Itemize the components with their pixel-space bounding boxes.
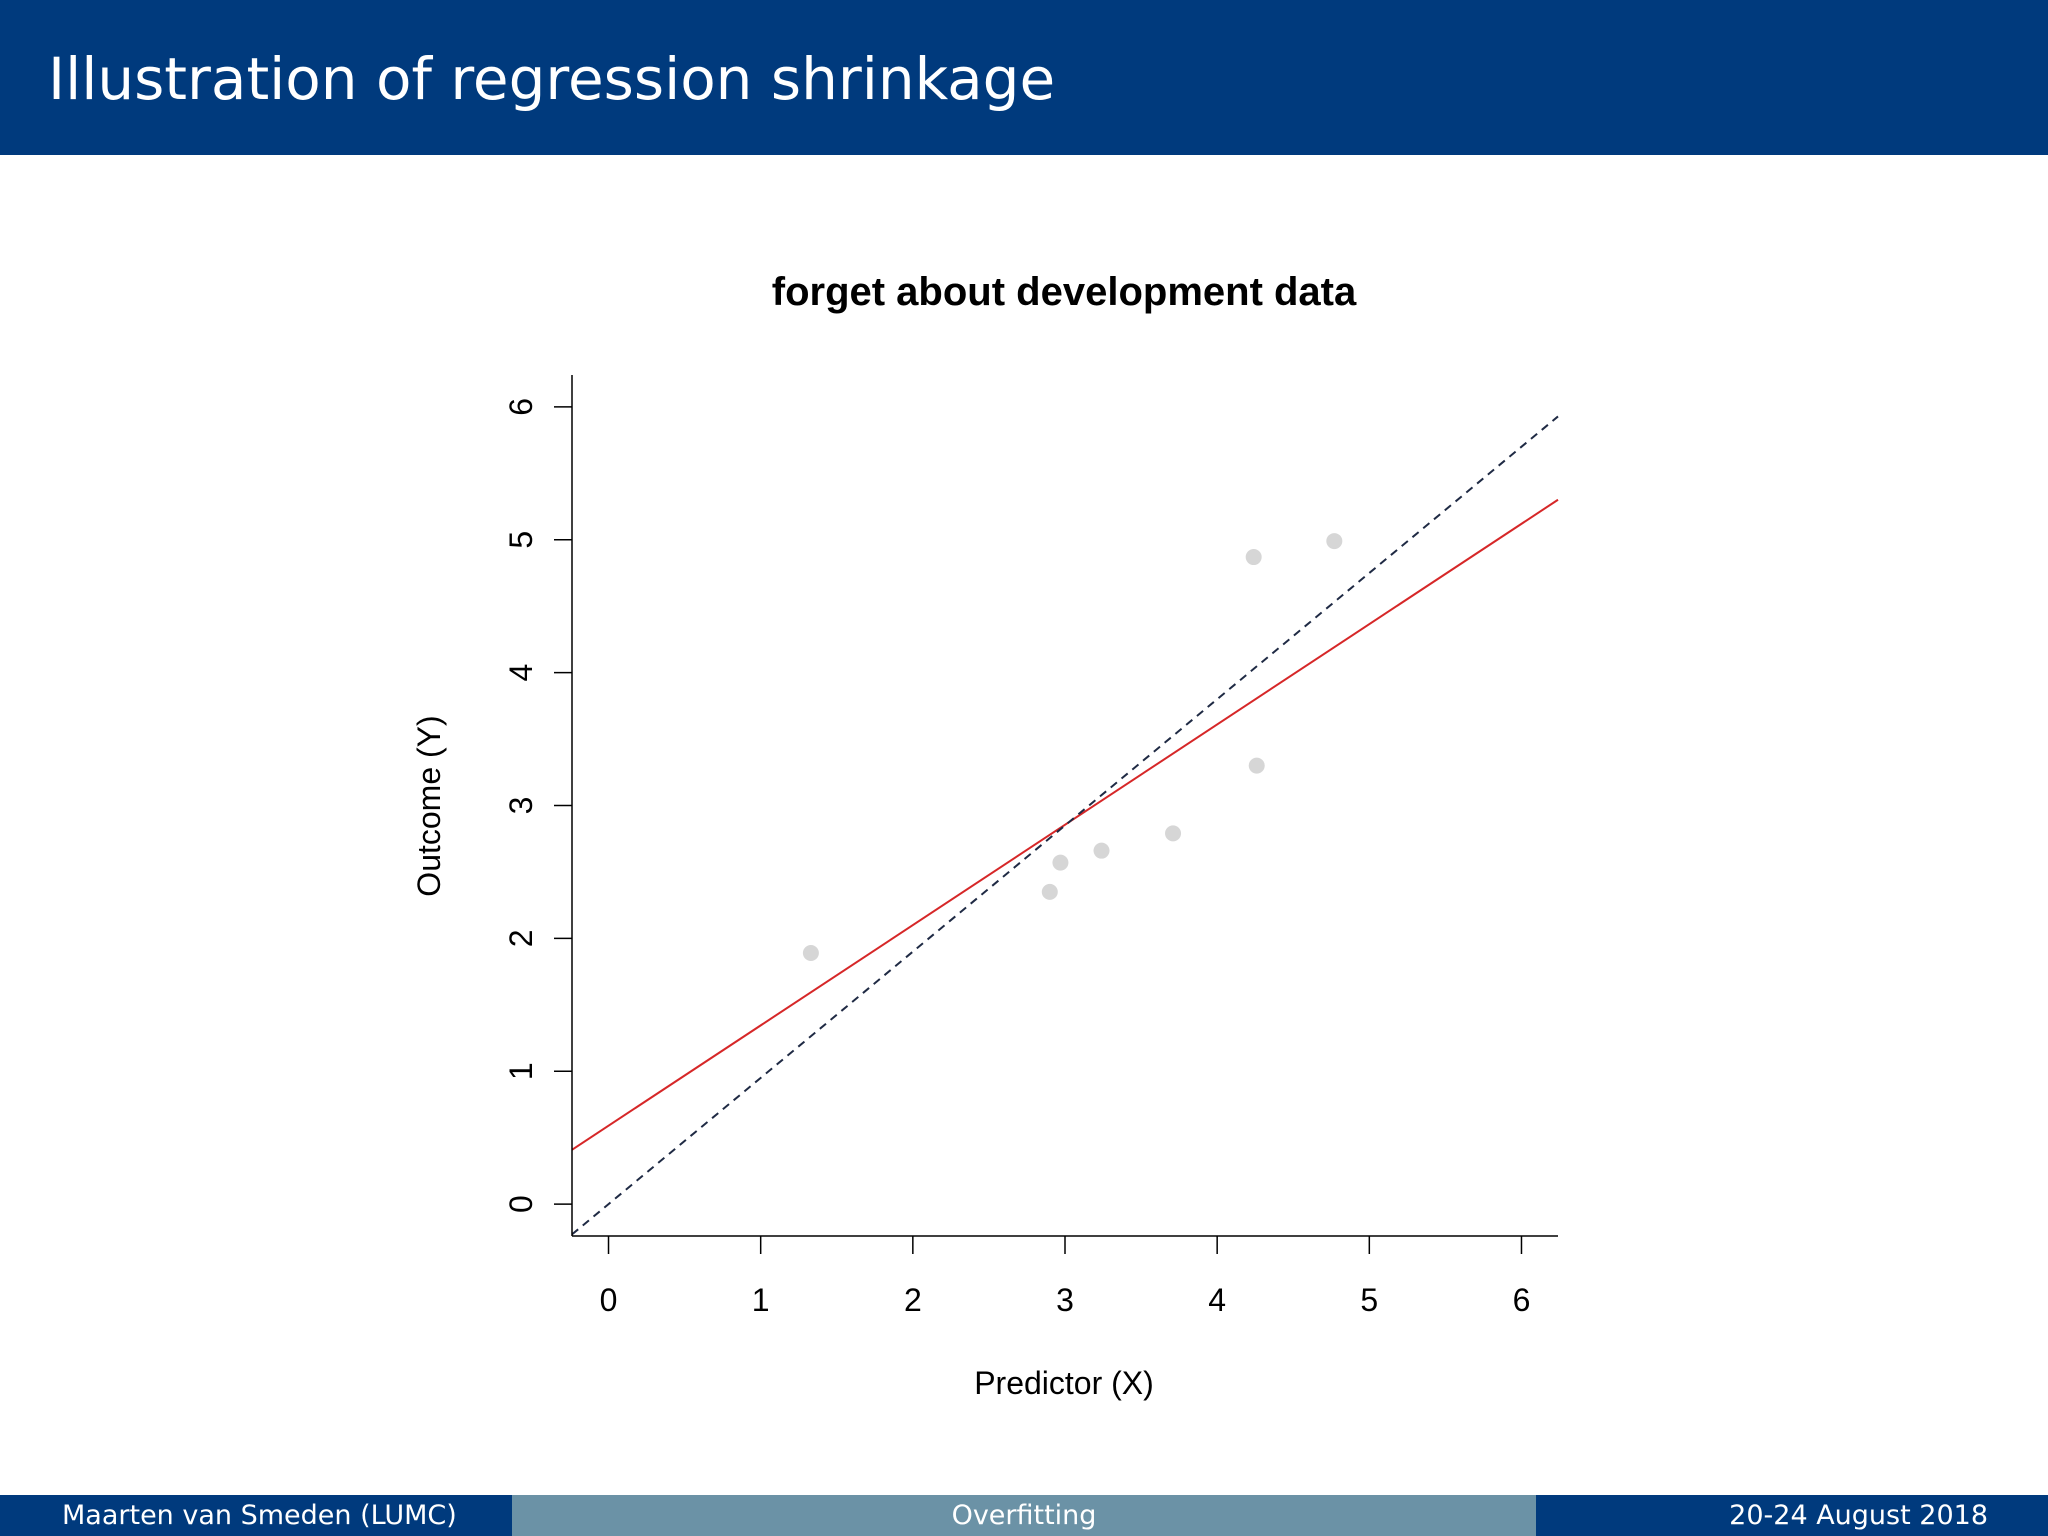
regression-line [571, 498, 1559, 1151]
identity-line [571, 415, 1559, 1236]
footer-date: 20-24 August 2018 [1536, 1495, 2048, 1536]
x-tick-label: 6 [1513, 1282, 1531, 1318]
slide-footer: Maarten van Smeden (LUMC) Overfitting 20… [0, 1495, 2048, 1536]
slide-title: Illustration of regression shrinkage [48, 45, 1056, 113]
chart-title: forget about development data [772, 270, 1357, 314]
y-axis-label: Outcome (Y) [411, 715, 447, 896]
y-tick-label: 1 [503, 1062, 539, 1080]
slide-header: Illustration of regression shrinkage [0, 0, 2048, 155]
y-tick-label: 2 [503, 929, 539, 947]
plot-lines [571, 415, 1559, 1236]
data-point [1041, 883, 1058, 900]
y-tick-label: 3 [503, 797, 539, 815]
x-axis-label: Predictor (X) [974, 1365, 1154, 1401]
x-tick-label: 2 [904, 1282, 922, 1318]
x-axis: 0 1 2 3 4 5 6 [572, 1235, 1558, 1318]
footer-topic: Overfitting [512, 1495, 1536, 1536]
y-tick-label: 6 [503, 398, 539, 416]
data-point [1245, 549, 1262, 566]
x-tick-label: 4 [1208, 1282, 1226, 1318]
x-tick-label: 3 [1056, 1282, 1074, 1318]
footer-author: Maarten van Smeden (LUMC) [0, 1495, 512, 1536]
y-tick-label: 0 [503, 1195, 539, 1213]
y-axis: 0 1 2 3 4 5 6 [503, 375, 573, 1236]
data-point [1248, 757, 1265, 774]
data-points [802, 533, 1343, 961]
x-tick-label: 5 [1360, 1282, 1378, 1318]
data-point [1052, 854, 1069, 871]
data-point [802, 944, 819, 961]
y-tick-label: 5 [503, 531, 539, 549]
x-tick-label: 0 [600, 1282, 618, 1318]
data-point [1165, 825, 1182, 842]
y-tick-label: 4 [503, 664, 539, 682]
data-point [1093, 842, 1110, 859]
x-tick-label: 1 [752, 1282, 770, 1318]
data-point [1326, 533, 1343, 550]
